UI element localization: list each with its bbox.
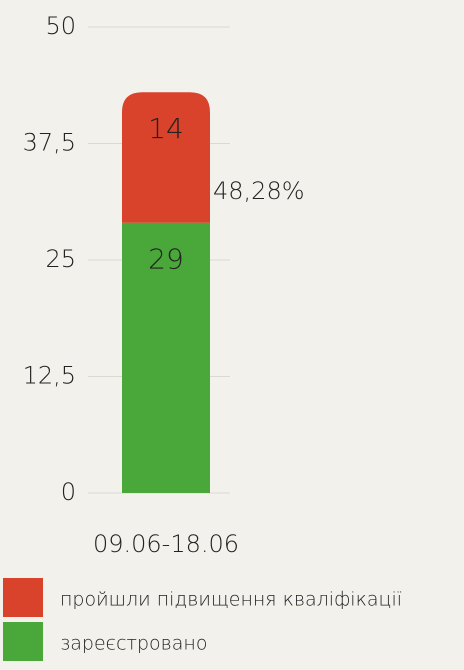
y-tick-label: 25 [45, 245, 76, 273]
y-tick-label: 0 [61, 478, 76, 506]
bar-segment [122, 222, 210, 493]
y-tick-label: 12,5 [23, 362, 76, 390]
annotation: 48,28% [213, 177, 305, 205]
legend-swatch [3, 578, 43, 617]
legend-label: пройшли підвищення кваліфікації [60, 589, 402, 611]
bar-segment [122, 92, 210, 223]
y-tick-label: 37,5 [23, 129, 76, 157]
data-label: 29 [148, 243, 184, 276]
y-tick-label: 50 [45, 12, 76, 40]
data-label: 14 [148, 112, 184, 145]
legend-label: зареєстровано [60, 633, 207, 655]
legend-swatch [3, 622, 43, 661]
x-tick-label: 09.06-18.06 [93, 530, 239, 558]
